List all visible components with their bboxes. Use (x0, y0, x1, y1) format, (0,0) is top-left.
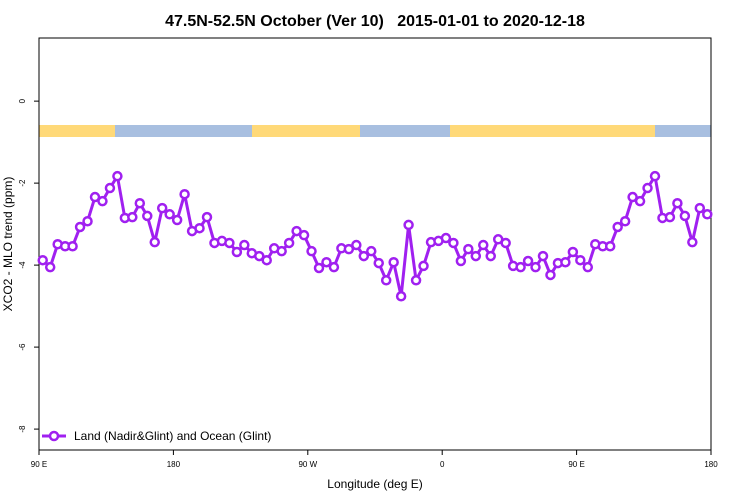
data-point (343, 243, 355, 255)
data-point (306, 245, 317, 257)
data-point (522, 255, 534, 267)
data-point (351, 239, 362, 251)
data-point (619, 215, 631, 227)
chart-title: 47.5N-52.5N October (Ver 10) 2015-01-01 … (165, 13, 585, 30)
data-point (74, 221, 86, 233)
x-tick-label: 90 E (568, 460, 584, 469)
data-point (171, 214, 183, 226)
data-point (231, 246, 243, 258)
data-point (687, 236, 698, 248)
data-point (44, 261, 56, 273)
data-point (418, 260, 429, 272)
data-point (149, 236, 160, 248)
data-point (112, 170, 123, 182)
data-point (537, 250, 549, 262)
data-point (612, 221, 623, 233)
data-point (358, 250, 370, 262)
data-point (672, 197, 683, 209)
data-point (448, 237, 459, 249)
data-point (395, 291, 407, 302)
data-point (560, 256, 571, 268)
data-point (261, 254, 272, 266)
y-tick-label: -6 (18, 343, 27, 351)
data-point (67, 241, 78, 252)
data-point (291, 225, 302, 237)
data-point (478, 239, 489, 251)
data-point (313, 262, 325, 274)
data-point (142, 210, 153, 222)
series-line (41, 172, 709, 297)
data-point (201, 211, 213, 223)
data-point (224, 237, 235, 249)
data-point (89, 191, 101, 203)
data-point (649, 170, 661, 182)
data-point (634, 195, 646, 207)
y-tick-label: 0 (18, 98, 27, 103)
surface-strip (39, 125, 711, 137)
data-point (642, 182, 653, 194)
data-point (515, 261, 526, 273)
data-point (254, 250, 265, 262)
data-point (664, 211, 676, 223)
y-tick-label: -8 (18, 425, 27, 433)
legend-marker (48, 430, 60, 442)
data-point (298, 229, 310, 241)
data-point (679, 210, 691, 222)
data-point (134, 197, 146, 209)
data-point (82, 215, 93, 227)
data-point (388, 256, 399, 268)
x-tick-label: 180 (704, 460, 718, 469)
data-point (567, 246, 579, 258)
data-point (380, 275, 392, 286)
data-point (179, 188, 190, 200)
data-point (239, 239, 250, 251)
data-point (470, 250, 482, 262)
y-axis-label: XCO2 - MLO trend (ppm) (1, 177, 15, 312)
y-tick-label: -4 (18, 261, 27, 269)
legend-label: Land (Nadir&Glint) and Ocean (Glint) (74, 429, 271, 443)
x-tick-label: 0 (440, 460, 445, 469)
x-tick-label: 90 E (31, 460, 47, 469)
data-point (104, 182, 116, 194)
data-point (127, 211, 138, 223)
data-point (321, 256, 332, 268)
data-point (694, 202, 706, 214)
data-point (97, 195, 108, 207)
data-point (485, 250, 496, 262)
data-point (627, 191, 638, 203)
data-point (545, 269, 556, 281)
data-point (702, 209, 713, 220)
data-point (500, 237, 511, 249)
x-axis-label: Longitude (deg E) (327, 477, 422, 491)
x-tick-label: 180 (167, 460, 181, 469)
data-point (575, 254, 586, 266)
data-point (582, 261, 594, 273)
data-point (194, 222, 205, 234)
data-point (156, 202, 168, 214)
plot-frame (38, 37, 712, 451)
data-point (37, 254, 48, 266)
data-point (410, 275, 422, 286)
data-point (455, 255, 467, 267)
data-point (440, 232, 452, 244)
data-point (403, 219, 414, 231)
data-point (328, 261, 340, 273)
data-point (283, 237, 295, 249)
data-point (463, 243, 474, 255)
data-point (604, 241, 616, 252)
data-point (373, 257, 384, 269)
data-point (530, 261, 541, 273)
y-tick-label: -2 (18, 179, 27, 187)
data-point (366, 245, 377, 257)
x-tick-label: 90 W (298, 460, 317, 469)
data-point (276, 245, 287, 257)
data-point (164, 209, 175, 220)
